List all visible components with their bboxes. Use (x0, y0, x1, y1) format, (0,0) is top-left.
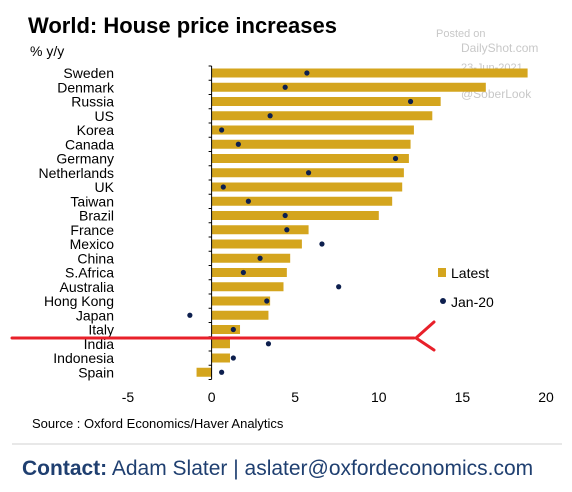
legend-label-jan20: Jan-20 (451, 294, 494, 310)
category-label: Indonesia (53, 350, 114, 366)
dot-jan20 (305, 170, 312, 176)
bar-latest (211, 68, 528, 78)
dot-jan20 (392, 155, 399, 162)
dot-jan20 (282, 212, 288, 219)
dot-jan20 (282, 84, 288, 90)
unit-label: % y/y (30, 43, 64, 59)
contact-line: Contact: Adam Slater | aslater@oxfordeco… (22, 457, 533, 480)
category-label: Brazil (79, 208, 114, 224)
bar-latest (211, 282, 284, 292)
source-note: Source : Oxford Economics/Haver Analytic… (32, 416, 284, 431)
category-label: Spain (78, 364, 114, 380)
bar-latest (211, 139, 411, 149)
category-label: Denmark (57, 79, 115, 95)
bar-latest (211, 325, 241, 334)
legend-swatch-latest (438, 268, 446, 277)
x-tick-label: 20 (538, 389, 554, 405)
bar-latest (211, 268, 287, 277)
bar-latest (211, 353, 230, 363)
dot-jan20 (304, 70, 310, 76)
dot-jan20 (284, 227, 290, 233)
legend: Latest Jan-20 (438, 265, 494, 310)
bar-latest (211, 196, 393, 206)
italy-annotation (10, 320, 436, 352)
dot-jan20 (265, 341, 272, 347)
chart-title: World: House price increases (28, 13, 337, 38)
bar-latest (211, 239, 302, 249)
category-label: Germany (56, 151, 114, 167)
category-label: Korea (77, 122, 115, 138)
bar-latest (211, 125, 414, 135)
category-label: Italy (88, 322, 114, 338)
dot-jan20 (336, 284, 342, 290)
dot-jan20 (187, 312, 193, 318)
bar-latest (211, 111, 433, 121)
dot-jan20 (220, 184, 226, 190)
category-label: UK (95, 179, 115, 195)
bar-latest (196, 367, 212, 377)
x-tick-label: 0 (208, 389, 216, 405)
dot-jan20 (407, 98, 414, 105)
dot-jan20 (230, 326, 236, 333)
plot-area: SwedenDenmarkRussiaUSKoreaCanadaGermanyN… (39, 65, 554, 405)
dot-jan20 (245, 198, 251, 204)
category-label: Canada (65, 136, 114, 152)
category-label: Netherlands (39, 165, 115, 181)
dot-jan20 (230, 355, 236, 361)
dot-jan20 (235, 141, 241, 147)
dot-jan20 (319, 241, 325, 247)
annotation-red-arrowhead (414, 320, 436, 352)
dot-jan20 (257, 255, 263, 261)
dot-jan20 (267, 113, 273, 119)
bar-latest (211, 97, 441, 106)
category-label: India (84, 336, 115, 352)
category-label: Russia (71, 94, 114, 110)
category-label: France (70, 222, 114, 238)
category-label: Taiwan (70, 193, 114, 209)
category-label: Japan (76, 307, 114, 323)
bar-latest (211, 310, 269, 320)
bar-latest (211, 182, 403, 192)
dot-jan20 (219, 127, 225, 133)
contact-label: Contact: (22, 457, 107, 480)
dot-jan20 (264, 298, 270, 304)
bar-latest (211, 82, 486, 92)
x-tick-label: 10 (371, 389, 387, 405)
category-label: China (77, 250, 114, 266)
bar-latest (211, 296, 271, 306)
dot-jan20 (240, 269, 246, 276)
watermark-line-1: Posted on (436, 28, 486, 40)
category-label: US (95, 108, 114, 124)
contact-text: Adam Slater | aslater@oxfordeconomics.co… (107, 457, 533, 480)
category-label: S.Africa (65, 265, 114, 281)
category-label: Hong Kong (44, 293, 114, 309)
bar-latest (211, 154, 409, 163)
category-label: Mexico (70, 236, 115, 252)
bar-latest (211, 253, 291, 263)
x-tick-label: 15 (455, 389, 471, 405)
watermark-line-2: DailyShot.com (461, 41, 538, 55)
x-tick-label: -5 (122, 389, 135, 405)
bar-latest (211, 339, 230, 349)
bar-latest (211, 211, 379, 220)
category-label: Australia (60, 279, 115, 295)
category-label: Sweden (63, 65, 114, 81)
dot-jan20 (219, 369, 225, 375)
x-tick-label: 5 (291, 389, 299, 405)
legend-marker-jan20 (440, 298, 446, 304)
legend-label-latest: Latest (451, 265, 489, 281)
bar-latest (211, 225, 309, 235)
